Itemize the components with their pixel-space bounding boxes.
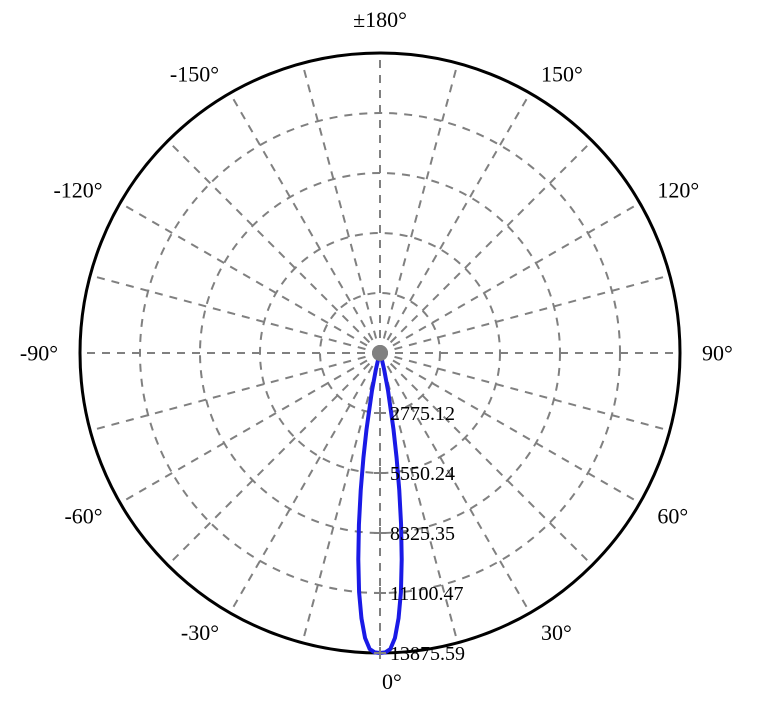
angle-label: -90°: [20, 341, 58, 366]
radial-tick-label: 5550.24: [390, 463, 455, 485]
polar-chart: 2775.12 5550.24 8325.35 11100.47 13875.59 ±18…: [0, 0, 761, 706]
angle-label: 30°: [541, 620, 572, 645]
angle-label: -120°: [53, 178, 102, 203]
radial-tick-label: 11100.47: [390, 583, 464, 605]
radial-tick-label: 13875.59: [390, 643, 465, 665]
angle-label: -30°: [181, 620, 219, 645]
angle-label: 90°: [702, 341, 733, 366]
angle-label: 0°: [382, 669, 402, 694]
angle-label: -150°: [170, 61, 219, 86]
angle-label: 60°: [657, 504, 688, 529]
radial-tick-label: 2775.12: [390, 403, 455, 425]
center-dot: [372, 345, 388, 361]
radial-tick-label: 8325.35: [390, 523, 455, 545]
angle-label: 120°: [657, 178, 699, 203]
angle-label: -60°: [64, 504, 102, 529]
angle-label: 150°: [541, 61, 583, 86]
angle-label: ±180°: [353, 7, 407, 32]
